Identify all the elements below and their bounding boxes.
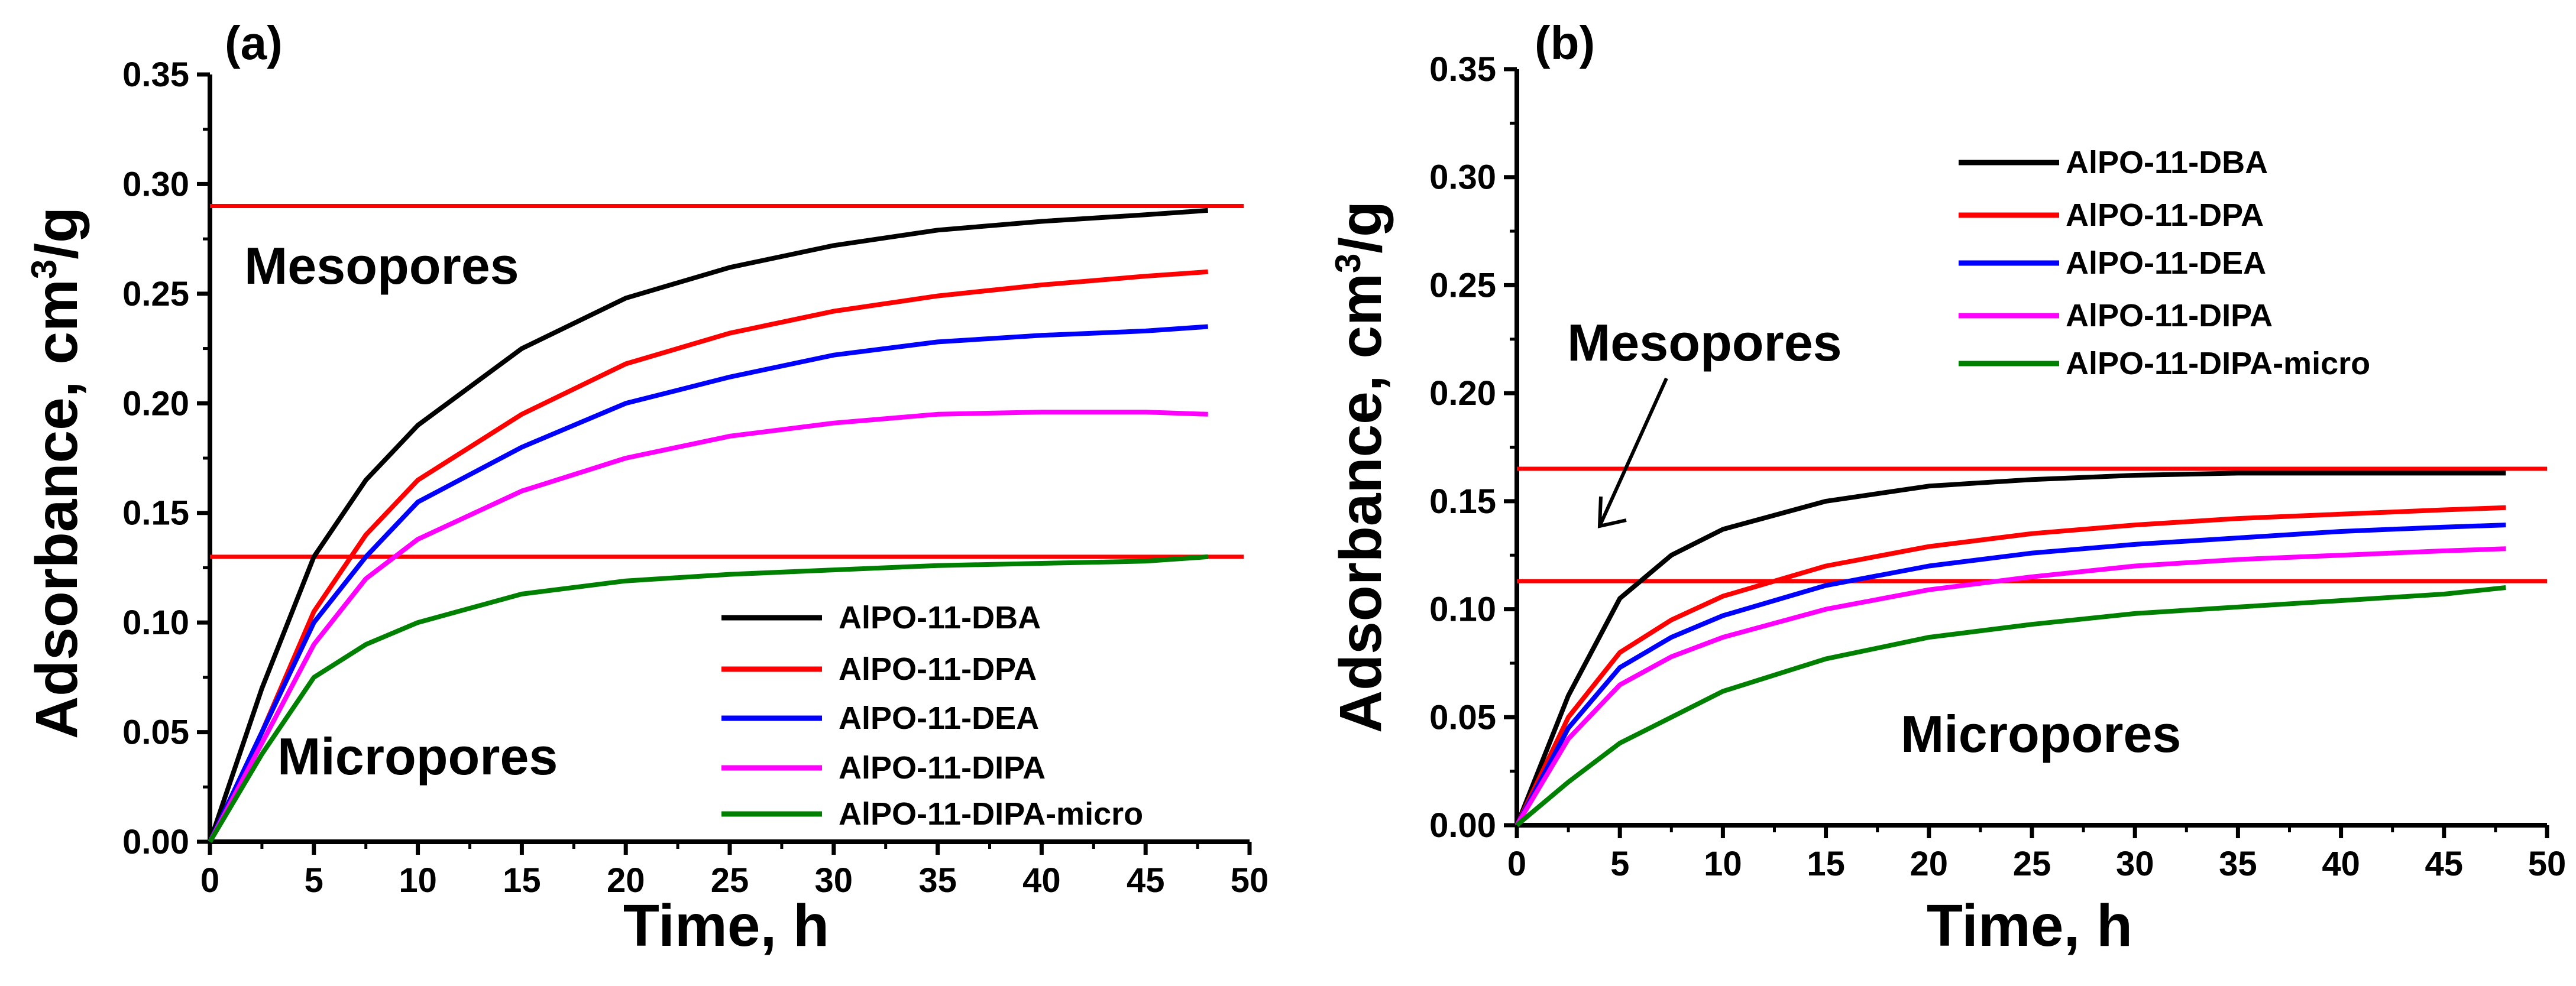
series-line-alpo-11-dpa: [208, 269, 1208, 843]
legend-label: AlPO-11-DIPA-micro: [839, 796, 1143, 832]
y-axis-title-ylabel-suffix: /g: [1328, 201, 1394, 254]
y-tick-label: 0.30: [1429, 158, 1496, 197]
legend-label: AlPO-11-DEA: [2066, 245, 2266, 281]
x-tick-label: 25: [711, 861, 749, 900]
legend-label: AlPO-11-DIPA: [2066, 298, 2273, 333]
x-tick-label: 5: [1610, 845, 1629, 883]
x-tick-label: 35: [918, 861, 957, 900]
legend-label: AlPO-11-DPA: [2066, 197, 2264, 233]
y-axis-title-ylabel-sup: 3: [1328, 254, 1368, 273]
x-tick-label: 0: [1507, 845, 1526, 883]
series-line-alpo-11-dipa-micro: [1515, 585, 2506, 828]
arrowhead-icon: [1597, 496, 1627, 528]
legend-label: AlPO-11-DBA: [839, 600, 1041, 635]
y-tick-label: 0.10: [122, 604, 189, 642]
panel-label: (b): [1535, 17, 1595, 69]
x-tick-label: 25: [2013, 845, 2051, 883]
x-tick-label: 40: [1022, 861, 1061, 900]
x-axis-title: Time, h: [623, 893, 829, 959]
y-axis-title-ylabel: Adsorbance, cm: [24, 279, 90, 739]
series-line-alpo-11-dba: [208, 207, 1208, 843]
x-tick-label: 20: [1910, 845, 1949, 883]
x-tick-label: 40: [2322, 845, 2360, 883]
y-axis-title: Adsorbance, cm3/g: [24, 207, 90, 739]
legend-label: AlPO-11-DBA: [2066, 145, 2268, 180]
x-tick-label: 20: [607, 861, 645, 900]
series-line-alpo-11-dipa: [208, 410, 1208, 843]
mesopores-annotation: Mesopores: [1567, 313, 1842, 372]
x-tick-label: 5: [305, 861, 323, 900]
y-tick-label: 0.35: [122, 56, 189, 94]
y-tick-label: 0.20: [1429, 374, 1496, 413]
micropores-annotation: Micropores: [1901, 705, 2181, 763]
y-axis-title: Adsorbance, cm3/g: [1328, 201, 1394, 733]
x-tick-label: 15: [503, 861, 541, 900]
series-line-alpo-11-dipa-micro: [208, 554, 1208, 844]
x-tick-label: 45: [2425, 845, 2464, 883]
series-line-alpo-11-dpa: [1514, 505, 2506, 826]
x-axis-title: Time, h: [1927, 893, 2132, 959]
y-tick-label: 0.35: [1429, 50, 1496, 89]
legend-label: AlPO-11-DIPA-micro: [2066, 346, 2370, 381]
y-tick-label: 0.00: [1429, 806, 1496, 845]
x-tick-label: 35: [2219, 845, 2257, 883]
series-line-alpo-11-dea: [208, 324, 1208, 843]
y-axis-title-ylabel-sup: 3: [24, 260, 64, 279]
x-tick-label: 45: [1127, 861, 1165, 900]
y-tick-label: 0.15: [122, 494, 189, 533]
micropores-annotation: Micropores: [277, 727, 558, 786]
series-line-alpo-11-dba: [1514, 471, 2506, 826]
x-tick-label: 30: [815, 861, 853, 900]
y-tick-label: 0.20: [122, 384, 189, 423]
x-tick-label: 50: [1231, 861, 1269, 900]
legend-label: AlPO-11-DIPA: [839, 750, 1046, 786]
x-tick-label: 0: [200, 861, 219, 900]
y-axis-title-ylabel-suffix: /g: [24, 207, 90, 260]
mesopores-annotation: Mesopores: [244, 236, 519, 295]
y-tick-label: 0.05: [122, 713, 189, 752]
y-tick-label: 0.05: [1429, 698, 1496, 737]
x-tick-label: 15: [1807, 845, 1845, 883]
arrow-icon: [1598, 377, 1668, 527]
y-tick-label: 0.25: [1429, 266, 1496, 304]
x-tick-label: 30: [2116, 845, 2154, 883]
y-tick-label: 0.00: [122, 823, 189, 861]
y-tick-label: 0.25: [122, 275, 189, 313]
series-line-alpo-11-dipa: [1514, 546, 2506, 827]
series-line-alpo-11-dea: [1514, 523, 2506, 826]
y-tick-label: 0.10: [1429, 591, 1496, 629]
legend-label: AlPO-11-DEA: [839, 700, 1039, 736]
x-tick-label: 50: [2528, 845, 2567, 883]
x-tick-label: 10: [399, 861, 437, 900]
y-axis-title-ylabel: Adsorbance, cm: [1328, 273, 1394, 733]
x-tick-label: 10: [1704, 845, 1742, 883]
y-tick-label: 0.30: [122, 165, 189, 203]
panel-label: (a): [225, 17, 283, 69]
y-tick-label: 0.15: [1429, 482, 1496, 521]
legend-label: AlPO-11-DPA: [839, 651, 1037, 687]
